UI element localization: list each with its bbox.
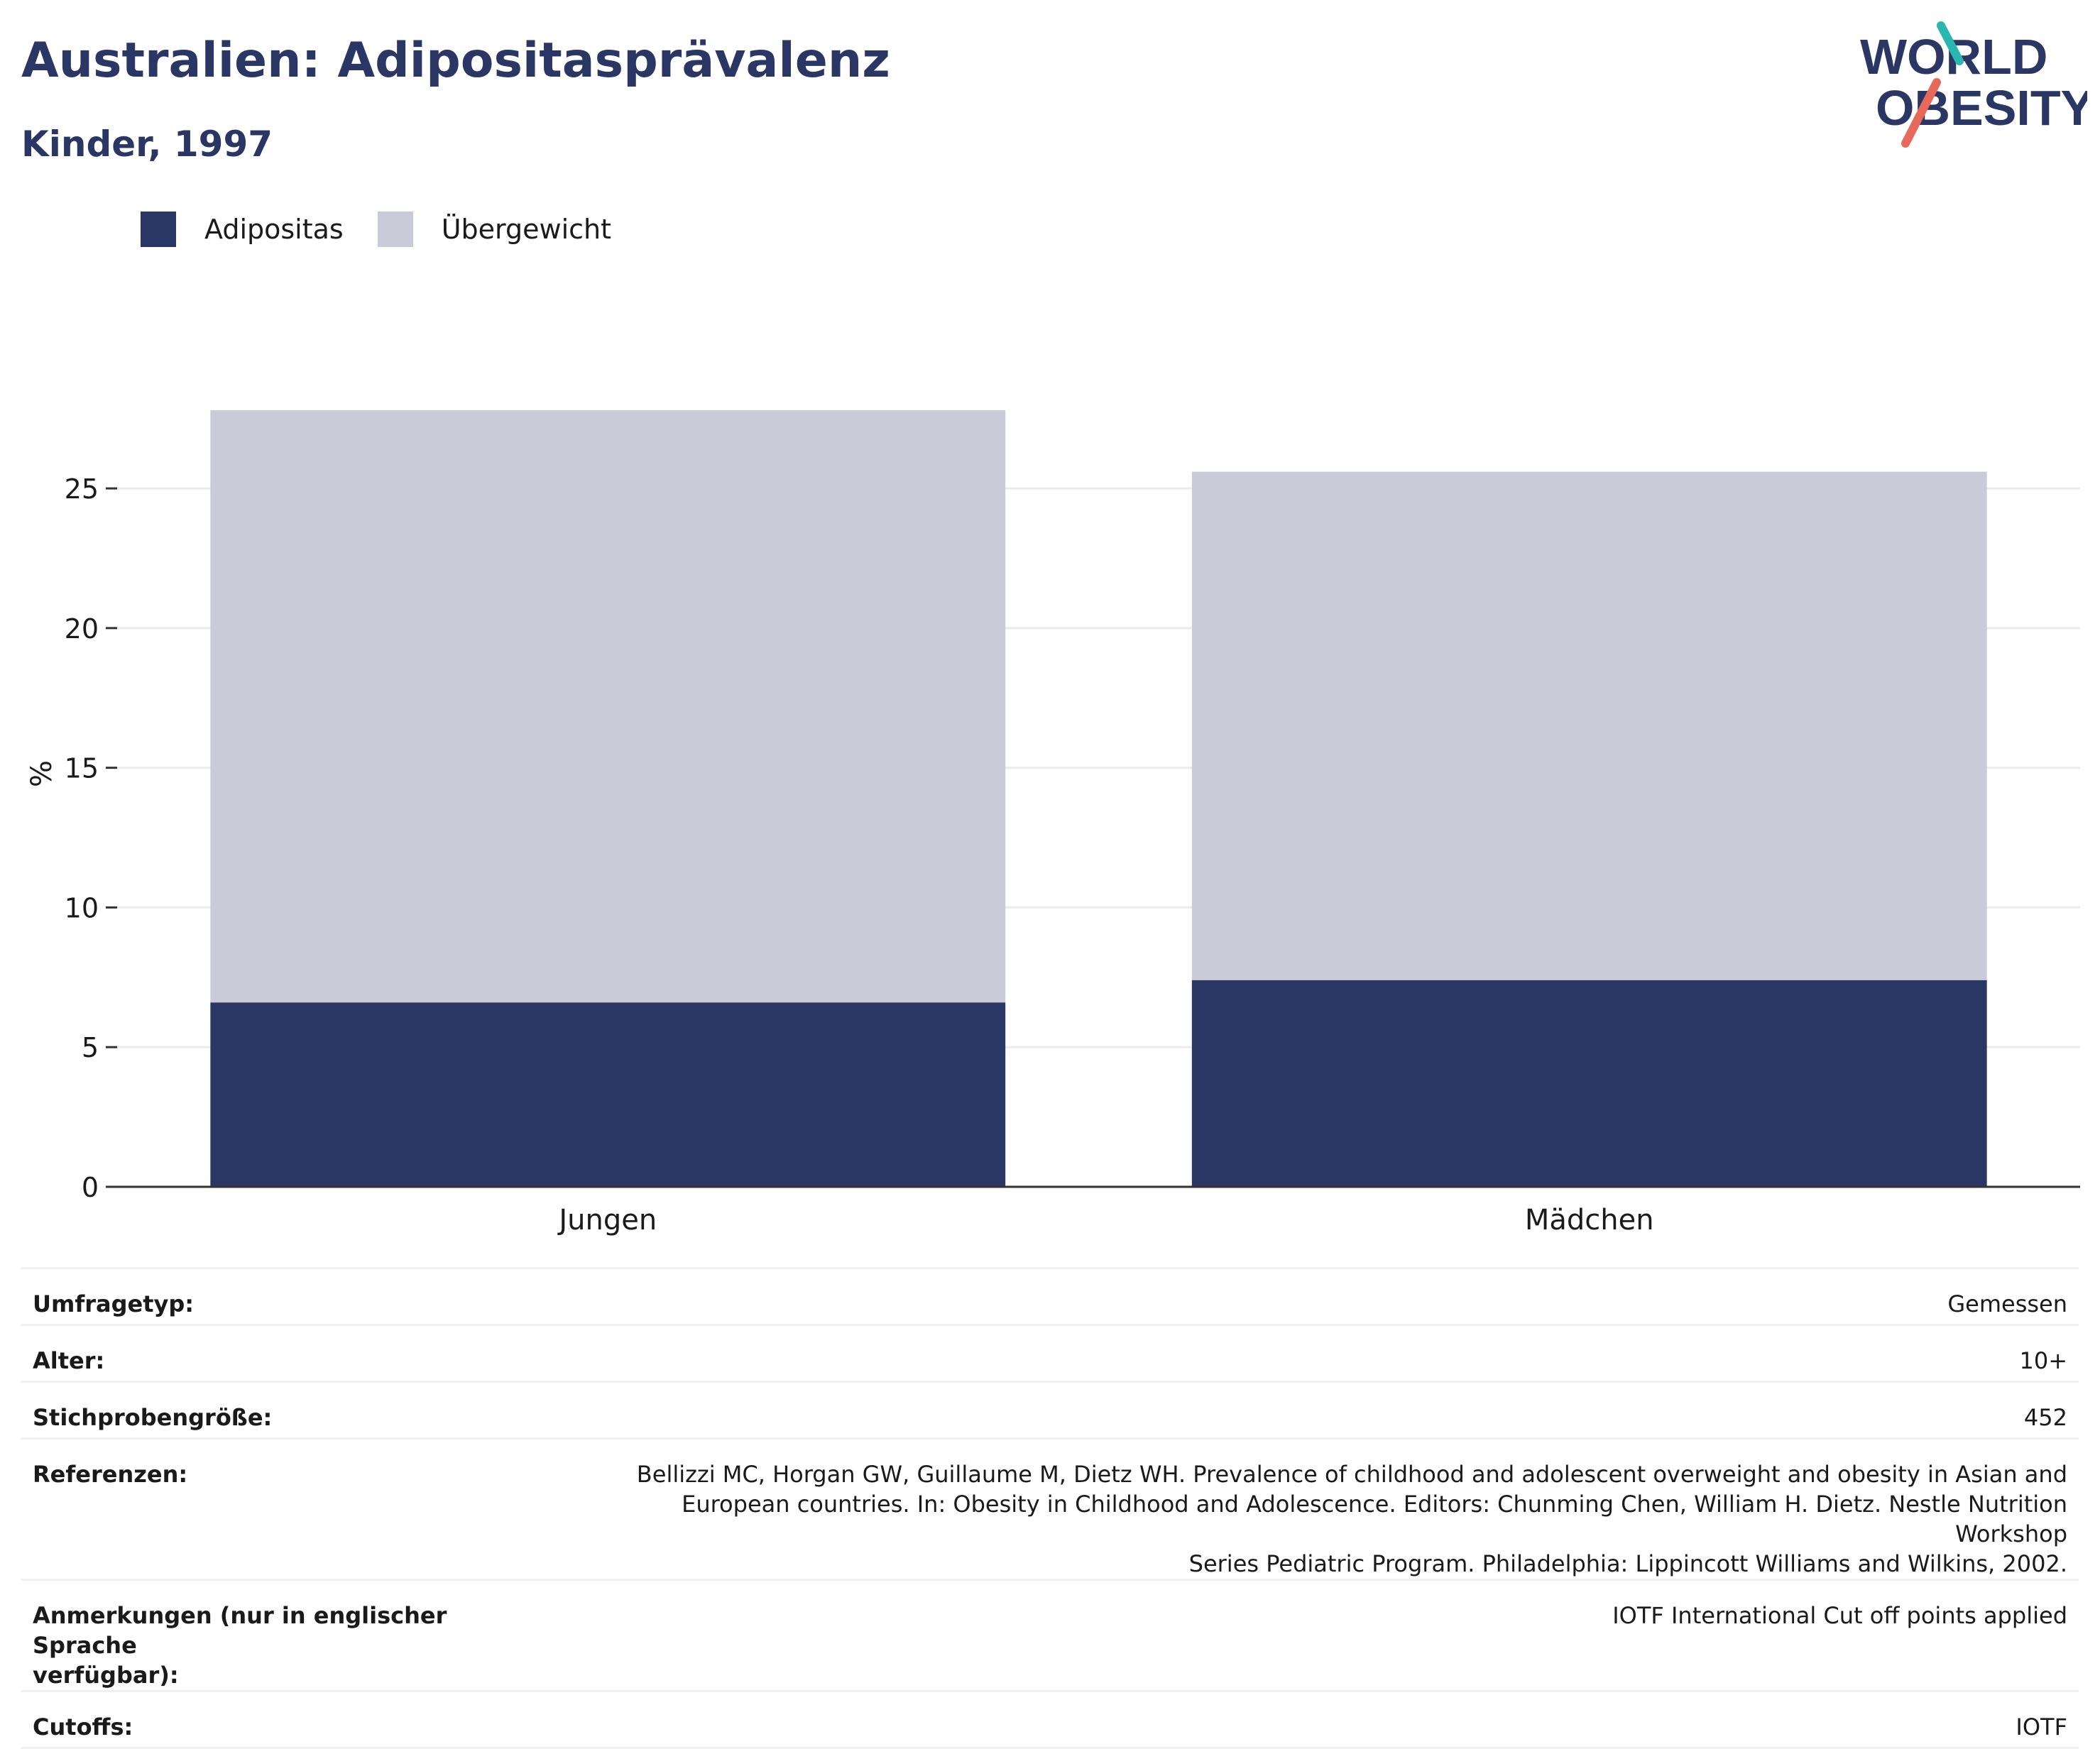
legend-item-adipositas[interactable]: Adipositas <box>141 212 344 247</box>
notes-key-line: verfügbar): <box>33 1662 179 1689</box>
notes-key-line: Anmerkungen (nur in englischer Sprache <box>33 1602 447 1659</box>
y-tick-label: 10 <box>65 892 99 923</box>
meta-row-survey-type: Umfragetyp: Gemessen <box>21 1267 2079 1325</box>
meta-key: Referenzen: <box>21 1437 561 1580</box>
legend-item-uebergewicht[interactable]: Übergewicht <box>377 212 611 247</box>
stacked-bar-chart: 0 5 10 15 20 25 Jungen Mädchen % <box>26 410 2080 1237</box>
reference-line: European countries. In: Obesity in Child… <box>682 1491 2067 1547</box>
world-obesity-logo: WORLD OBESITY <box>1860 21 2087 148</box>
meta-key: Cutoffs: <box>21 1690 561 1749</box>
x-tick-label: Jungen <box>557 1204 657 1237</box>
reference-line: Bellizzi MC, Horgan GW, Guillaume M, Die… <box>636 1461 2067 1488</box>
legend-label-adipositas: Adipositas <box>204 214 344 245</box>
legend-swatch-adipositas <box>141 212 176 247</box>
meta-value: IOTF International Cut off points applie… <box>561 1579 2079 1692</box>
meta-value: 452 <box>561 1381 2079 1439</box>
meta-row-references: Referenzen: Bellizzi MC, Horgan GW, Guil… <box>21 1437 2079 1580</box>
chart-subtitle: Kinder, 1997 <box>21 124 273 165</box>
y-tick-label: 5 <box>82 1032 99 1063</box>
reference-line: Series Pediatric Program. Philadelphia: … <box>1188 1550 2067 1577</box>
meta-row-notes: Anmerkungen (nur in englischer Sprache v… <box>21 1579 2079 1692</box>
meta-row-age: Alter: 10+ <box>21 1324 2079 1382</box>
bars <box>210 410 1987 1187</box>
x-tick-label: Mädchen <box>1525 1204 1654 1237</box>
meta-key: Anmerkungen (nur in englischer Sprache v… <box>21 1579 561 1692</box>
y-tick-label: 15 <box>65 753 99 784</box>
y-axis-label: % <box>26 760 58 787</box>
logo-slash-teal <box>1937 21 1964 65</box>
bar-adipositas-0[interactable] <box>210 1002 1006 1187</box>
y-tick-label: 0 <box>82 1172 99 1203</box>
meta-key: Alter: <box>21 1324 561 1382</box>
bar-adipositas-1[interactable] <box>1191 980 1987 1187</box>
logo-slash-coral <box>1901 78 1941 148</box>
meta-key: Stichprobengröße: <box>21 1381 561 1439</box>
meta-row-cutoffs: Cutoffs: IOTF <box>21 1690 2079 1749</box>
axes: 0 5 10 15 20 25 Jungen Mädchen <box>65 473 2080 1237</box>
y-tick-label: 20 <box>65 613 99 645</box>
bar-uebergewicht-1[interactable] <box>1191 471 1987 980</box>
bar-uebergewicht-0[interactable] <box>210 410 1006 1003</box>
y-tick-label: 25 <box>65 473 99 505</box>
meta-value: IOTF <box>561 1690 2079 1749</box>
metadata-table: Umfragetyp: Gemessen Alter: 10+ Stichpro… <box>21 1267 2079 1749</box>
chart-title: Australien: Adipositasprävalenz <box>21 33 890 89</box>
meta-key: Umfragetyp: <box>21 1267 561 1325</box>
meta-value: Gemessen <box>561 1267 2079 1325</box>
meta-value: 10+ <box>561 1324 2079 1382</box>
meta-row-sample-size: Stichprobengröße: 452 <box>21 1381 2079 1439</box>
legend-label-uebergewicht: Übergewicht <box>441 214 611 245</box>
legend-swatch-uebergewicht <box>377 212 413 247</box>
chart-legend: Adipositas Übergewicht <box>141 212 645 247</box>
meta-value: Bellizzi MC, Horgan GW, Guillaume M, Die… <box>561 1437 2079 1580</box>
